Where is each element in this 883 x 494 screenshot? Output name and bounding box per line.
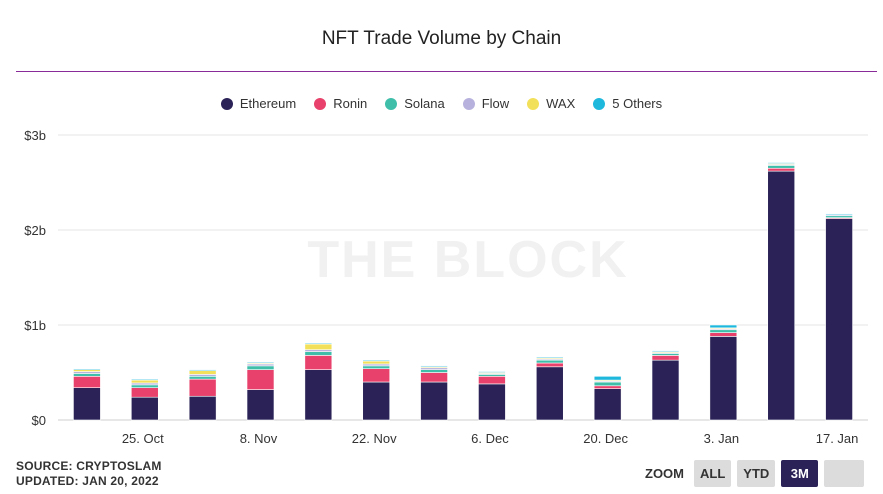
bar-segment-solana [188,375,217,380]
bar-segment-5-others [362,359,391,362]
watermark: THE BLOCK [307,231,628,289]
zoom-ytd-button[interactable]: YTD [737,460,776,487]
bar-segment-ronin [362,368,391,383]
bar-segment-ethereum [709,336,738,421]
legend-item-solana[interactable]: Solana [385,96,445,111]
bar-segment-5-others [709,324,738,329]
bar-segment-5-others [651,350,680,352]
x-tick-label: 3. Jan [704,431,739,446]
x-tick-label: 22. Nov [352,431,397,446]
bar-segment-5-others [478,371,506,373]
bar-segment-ronin [535,362,564,368]
bar-segment-solana [420,369,448,373]
legend-item-wax[interactable]: WAX [527,96,575,111]
bar-segment-ethereum [651,359,680,421]
bar-segment-ethereum [593,388,622,421]
bar-segment-5-others [593,375,622,381]
bar-segment-5-others [420,365,448,368]
bar-segment-ronin [767,167,796,172]
bar-segment-solana [362,365,391,370]
bar-segment-wax [188,370,217,375]
legend-marker [314,97,327,110]
zoom-all-button[interactable]: ALL [694,460,732,487]
legend-label: WAX [546,96,576,111]
bar-segment-ethereum [304,369,333,421]
x-tick-label: 20. Dec [583,431,628,446]
zoom-label: ZOOM [645,466,684,481]
legend-item-flow[interactable]: Flow [462,96,510,111]
source-text: SOURCE: CRYPTOSLAM [16,459,162,473]
legend-marker [385,97,398,110]
legend-label: Ronin [333,96,368,111]
legend-label: 5 Others [612,96,663,111]
legend-item-5-others[interactable]: 5 Others [593,96,662,111]
bar-segment-solana [767,165,796,169]
legend-label: Solana [404,96,445,111]
x-tick-label: 6. Dec [471,431,509,446]
bar-segment-wax [130,379,159,384]
y-tick-label: $3b [24,128,46,143]
x-tick-label: 17. Jan [816,431,859,446]
bar-segment-solana [73,373,101,377]
legend-item-ronin[interactable]: Ronin [314,96,367,111]
bar-segment-ronin [593,385,622,389]
chart-legend: Ethereum Ronin Solana Flow WAX 5 Others [0,96,883,111]
bar-segment-ronin [651,355,680,361]
bar-segment-5-others [188,369,217,371]
legend-label: Ethereum [239,96,297,111]
zoom-controls: ZOOM ALL YTD 3M [645,460,865,487]
bar-segment-5-others [73,368,101,370]
bar-segment-5-others [246,361,275,364]
bar-segment-ethereum [73,387,101,421]
bar-segment-5-others [535,356,564,359]
bar-segment-ethereum [420,381,448,421]
y-tick-label: $1b [24,318,46,333]
bar-segment-ronin [478,375,506,385]
bar-segment-ethereum [188,395,217,421]
bar-segment-ronin [420,372,448,383]
y-tick-label: $0 [32,413,46,428]
x-tick-label: 25. Oct [122,431,164,446]
bar-segment-wax [304,343,333,350]
chart-title: NFT Trade Volume by Chain [321,28,562,49]
bar-segment-ronin [130,387,159,398]
bar-segment-solana [246,365,275,370]
bar-segment-wax [362,360,391,365]
legend-marker [593,97,606,110]
y-tick-label: $2b [24,223,46,238]
bar-segment-5-others [130,378,159,381]
bar-segment-solana [304,351,333,356]
bar-segment-ethereum [130,396,159,421]
zoom-blank-button[interactable] [824,460,865,487]
title-divider [16,71,877,72]
legend-label: Flow [481,96,510,111]
bar-segment-5-others [767,162,796,164]
bar-segment-ethereum [767,170,796,421]
legend-marker [462,97,475,110]
bar-segment-5-others [304,342,333,345]
legend-marker [527,97,540,110]
bar-segment-ethereum [535,366,564,421]
bar-segment-ethereum [478,383,506,421]
bar-segment-ronin [246,369,275,390]
bar-segment-solana [709,329,738,333]
bar-segment-ethereum [362,381,391,421]
updated-text: UPDATED: JAN 20, 2022 [16,474,159,488]
legend-item-ethereum[interactable]: Ethereum [220,96,297,111]
bar-segment-ronin [709,332,738,337]
source-note: SOURCE: CRYPTOSLAM UPDATED: JAN 20, 2022 [16,459,162,489]
zoom-3m-button[interactable]: 3M [781,460,819,487]
bar-segment-ronin [73,375,101,388]
bar-segment-ronin [188,378,217,397]
bar-segment-ethereum [825,218,853,421]
x-tick-label: 8. Nov [240,431,278,446]
bar-segment-solana [593,381,622,387]
bar-segment-5-others [825,213,853,216]
bar-segment-ethereum [246,389,275,421]
bar-segment-solana [130,384,159,389]
bar-segment-solana [535,359,564,364]
legend-marker [220,97,233,110]
bar-segment-ronin [304,355,333,370]
